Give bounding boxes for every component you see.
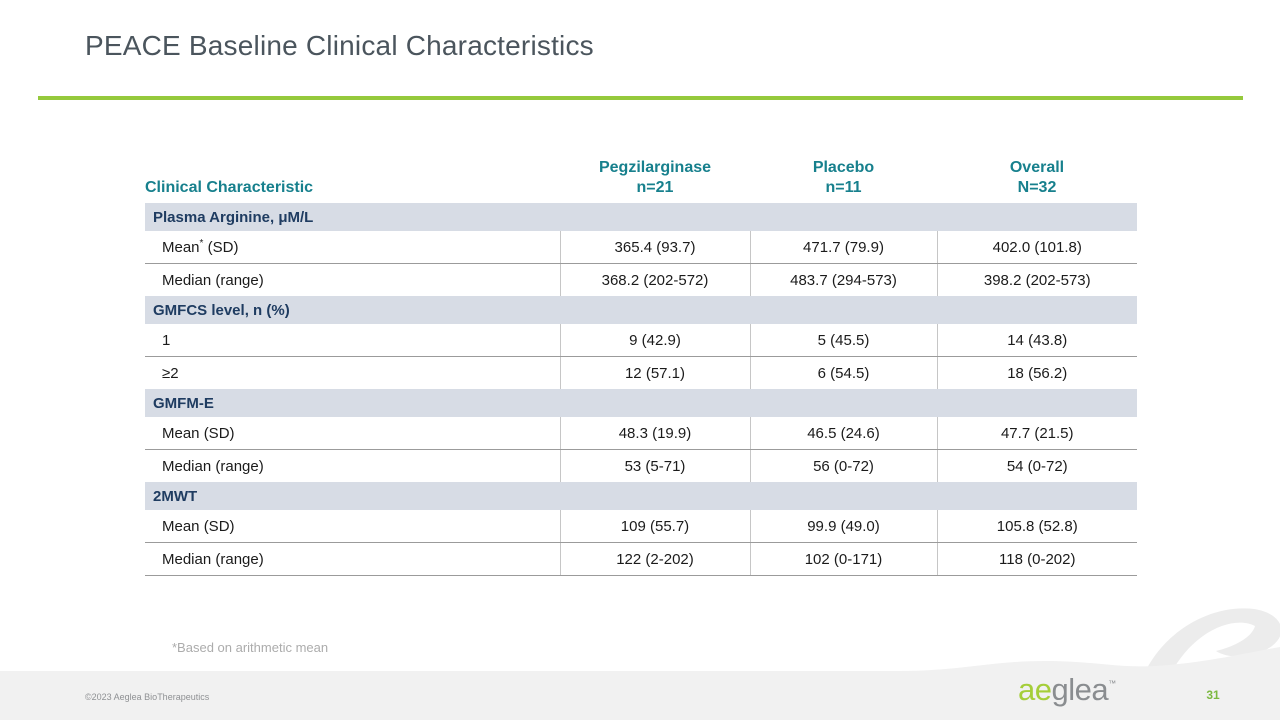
logo-glea: glea — [1051, 672, 1109, 707]
cell-value: 118 (0-202) — [936, 542, 1137, 576]
group-name: Overall — [1009, 159, 1065, 176]
group-n: N=32 — [1017, 179, 1057, 196]
table-row: Median (range) 368.2 (202-572) 483.7 (29… — [145, 263, 1137, 296]
section-title: Plasma Arginine, μM/L — [145, 203, 1137, 231]
cell-value: 368.2 (202-572) — [559, 263, 750, 296]
row-label: Median (range) — [145, 542, 560, 576]
footnote-text: *Based on arithmetic mean — [172, 640, 329, 655]
title-underline-rule — [38, 96, 1243, 100]
cell-value: 402.0 (101.8) — [936, 231, 1137, 264]
column-header-placebo: Placebo n=11 — [750, 143, 937, 203]
logo-ae: ae — [1018, 672, 1052, 707]
table-header-row: Clinical Characteristic Pegzilarginase n… — [145, 143, 1137, 203]
cell-value: 99.9 (49.0) — [749, 510, 937, 543]
page-number: 31 — [1206, 688, 1220, 702]
footnote-marker: * — [199, 238, 204, 249]
cell-value: 102 (0-171) — [749, 542, 937, 576]
cell-value: 56 (0-72) — [749, 449, 937, 482]
cell-value: 109 (55.7) — [559, 510, 750, 543]
page-title: PEACE Baseline Clinical Characteristics — [85, 30, 594, 61]
group-n: n=11 — [825, 179, 862, 196]
section-title: 2MWT — [145, 482, 1137, 510]
section-title: GMFM-E — [145, 389, 1137, 417]
table-row: Mean (SD) 48.3 (19.9) 46.5 (24.6) 47.7 (… — [145, 417, 1137, 450]
aeglea-logo: aeglea™ — [1018, 668, 1116, 705]
cell-value: 105.8 (52.8) — [936, 510, 1137, 543]
cell-value: 365.4 (93.7) — [559, 231, 750, 264]
cell-value: 12 (57.1) — [559, 356, 750, 389]
clinical-table: Clinical Characteristic Pegzilarginase n… — [145, 143, 1137, 576]
row-label: Mean (SD) — [145, 417, 560, 450]
cell-value: 9 (42.9) — [559, 324, 750, 357]
column-header-overall: Overall N=32 — [937, 143, 1137, 203]
table-row: ≥2 12 (57.1) 6 (54.5) 18 (56.2) — [145, 356, 1137, 389]
row-label: ≥2 — [162, 365, 179, 382]
column-header-clinical-characteristic: Clinical Characteristic — [145, 179, 314, 196]
section-header-row: 2MWT — [145, 482, 1137, 510]
table-row: 1 9 (42.9) 5 (45.5) 14 (43.8) — [145, 324, 1137, 357]
group-n: n=21 — [636, 179, 674, 196]
cell-value: 48.3 (19.9) — [559, 417, 750, 450]
footer-band — [0, 647, 1280, 720]
table-row: Median (range) 122 (2-202) 102 (0-171) 1… — [145, 542, 1137, 576]
row-label: Mean* (SD) — [145, 231, 560, 264]
cell-value: 14 (43.8) — [936, 324, 1137, 357]
section-header-row: GMFCS level, n (%) — [145, 296, 1137, 324]
row-label: Median (range) — [162, 272, 264, 289]
table-row: Mean (SD) 109 (55.7) 99.9 (49.0) 105.8 (… — [145, 510, 1137, 543]
cell-value: 47.7 (21.5) — [936, 417, 1137, 450]
group-name: Pegzilarginase — [598, 159, 712, 176]
row-label: Median (range) — [162, 458, 264, 475]
table-row: Mean* (SD) 365.4 (93.7) 471.7 (79.9) 402… — [145, 231, 1137, 264]
section-header-row: Plasma Arginine, μM/L — [145, 203, 1137, 231]
cell-value: 398.2 (202-573) — [936, 263, 1137, 296]
copyright-text: ©2023 Aeglea BioTherapeutics — [85, 692, 210, 702]
group-name: Placebo — [812, 159, 875, 176]
cell-value: 471.7 (79.9) — [749, 231, 937, 264]
trademark-symbol: ™ — [1108, 679, 1117, 688]
cell-value: 483.7 (294-573) — [749, 263, 937, 296]
section-header-row: GMFM-E — [145, 389, 1137, 417]
footer-wave-graphic — [0, 608, 1280, 720]
row-label: Mean (SD) — [145, 510, 560, 543]
column-header-pegzilarginase: Pegzilarginase n=21 — [560, 143, 750, 203]
cell-value: 18 (56.2) — [936, 356, 1137, 389]
cell-value: 5 (45.5) — [749, 324, 937, 357]
cell-value: 122 (2-202) — [559, 542, 750, 576]
cell-value: 6 (54.5) — [749, 356, 937, 389]
table-row: Median (range) 53 (5-71) 56 (0-72) 54 (0… — [145, 449, 1137, 482]
section-title: GMFCS level, n (%) — [145, 296, 1137, 324]
row-label: 1 — [145, 324, 560, 357]
cell-value: 54 (0-72) — [936, 449, 1137, 482]
baseline-characteristics-table: Clinical Characteristic Pegzilarginase n… — [145, 143, 1137, 576]
cell-value: 53 (5-71) — [559, 449, 750, 482]
cell-value: 46.5 (24.6) — [749, 417, 937, 450]
